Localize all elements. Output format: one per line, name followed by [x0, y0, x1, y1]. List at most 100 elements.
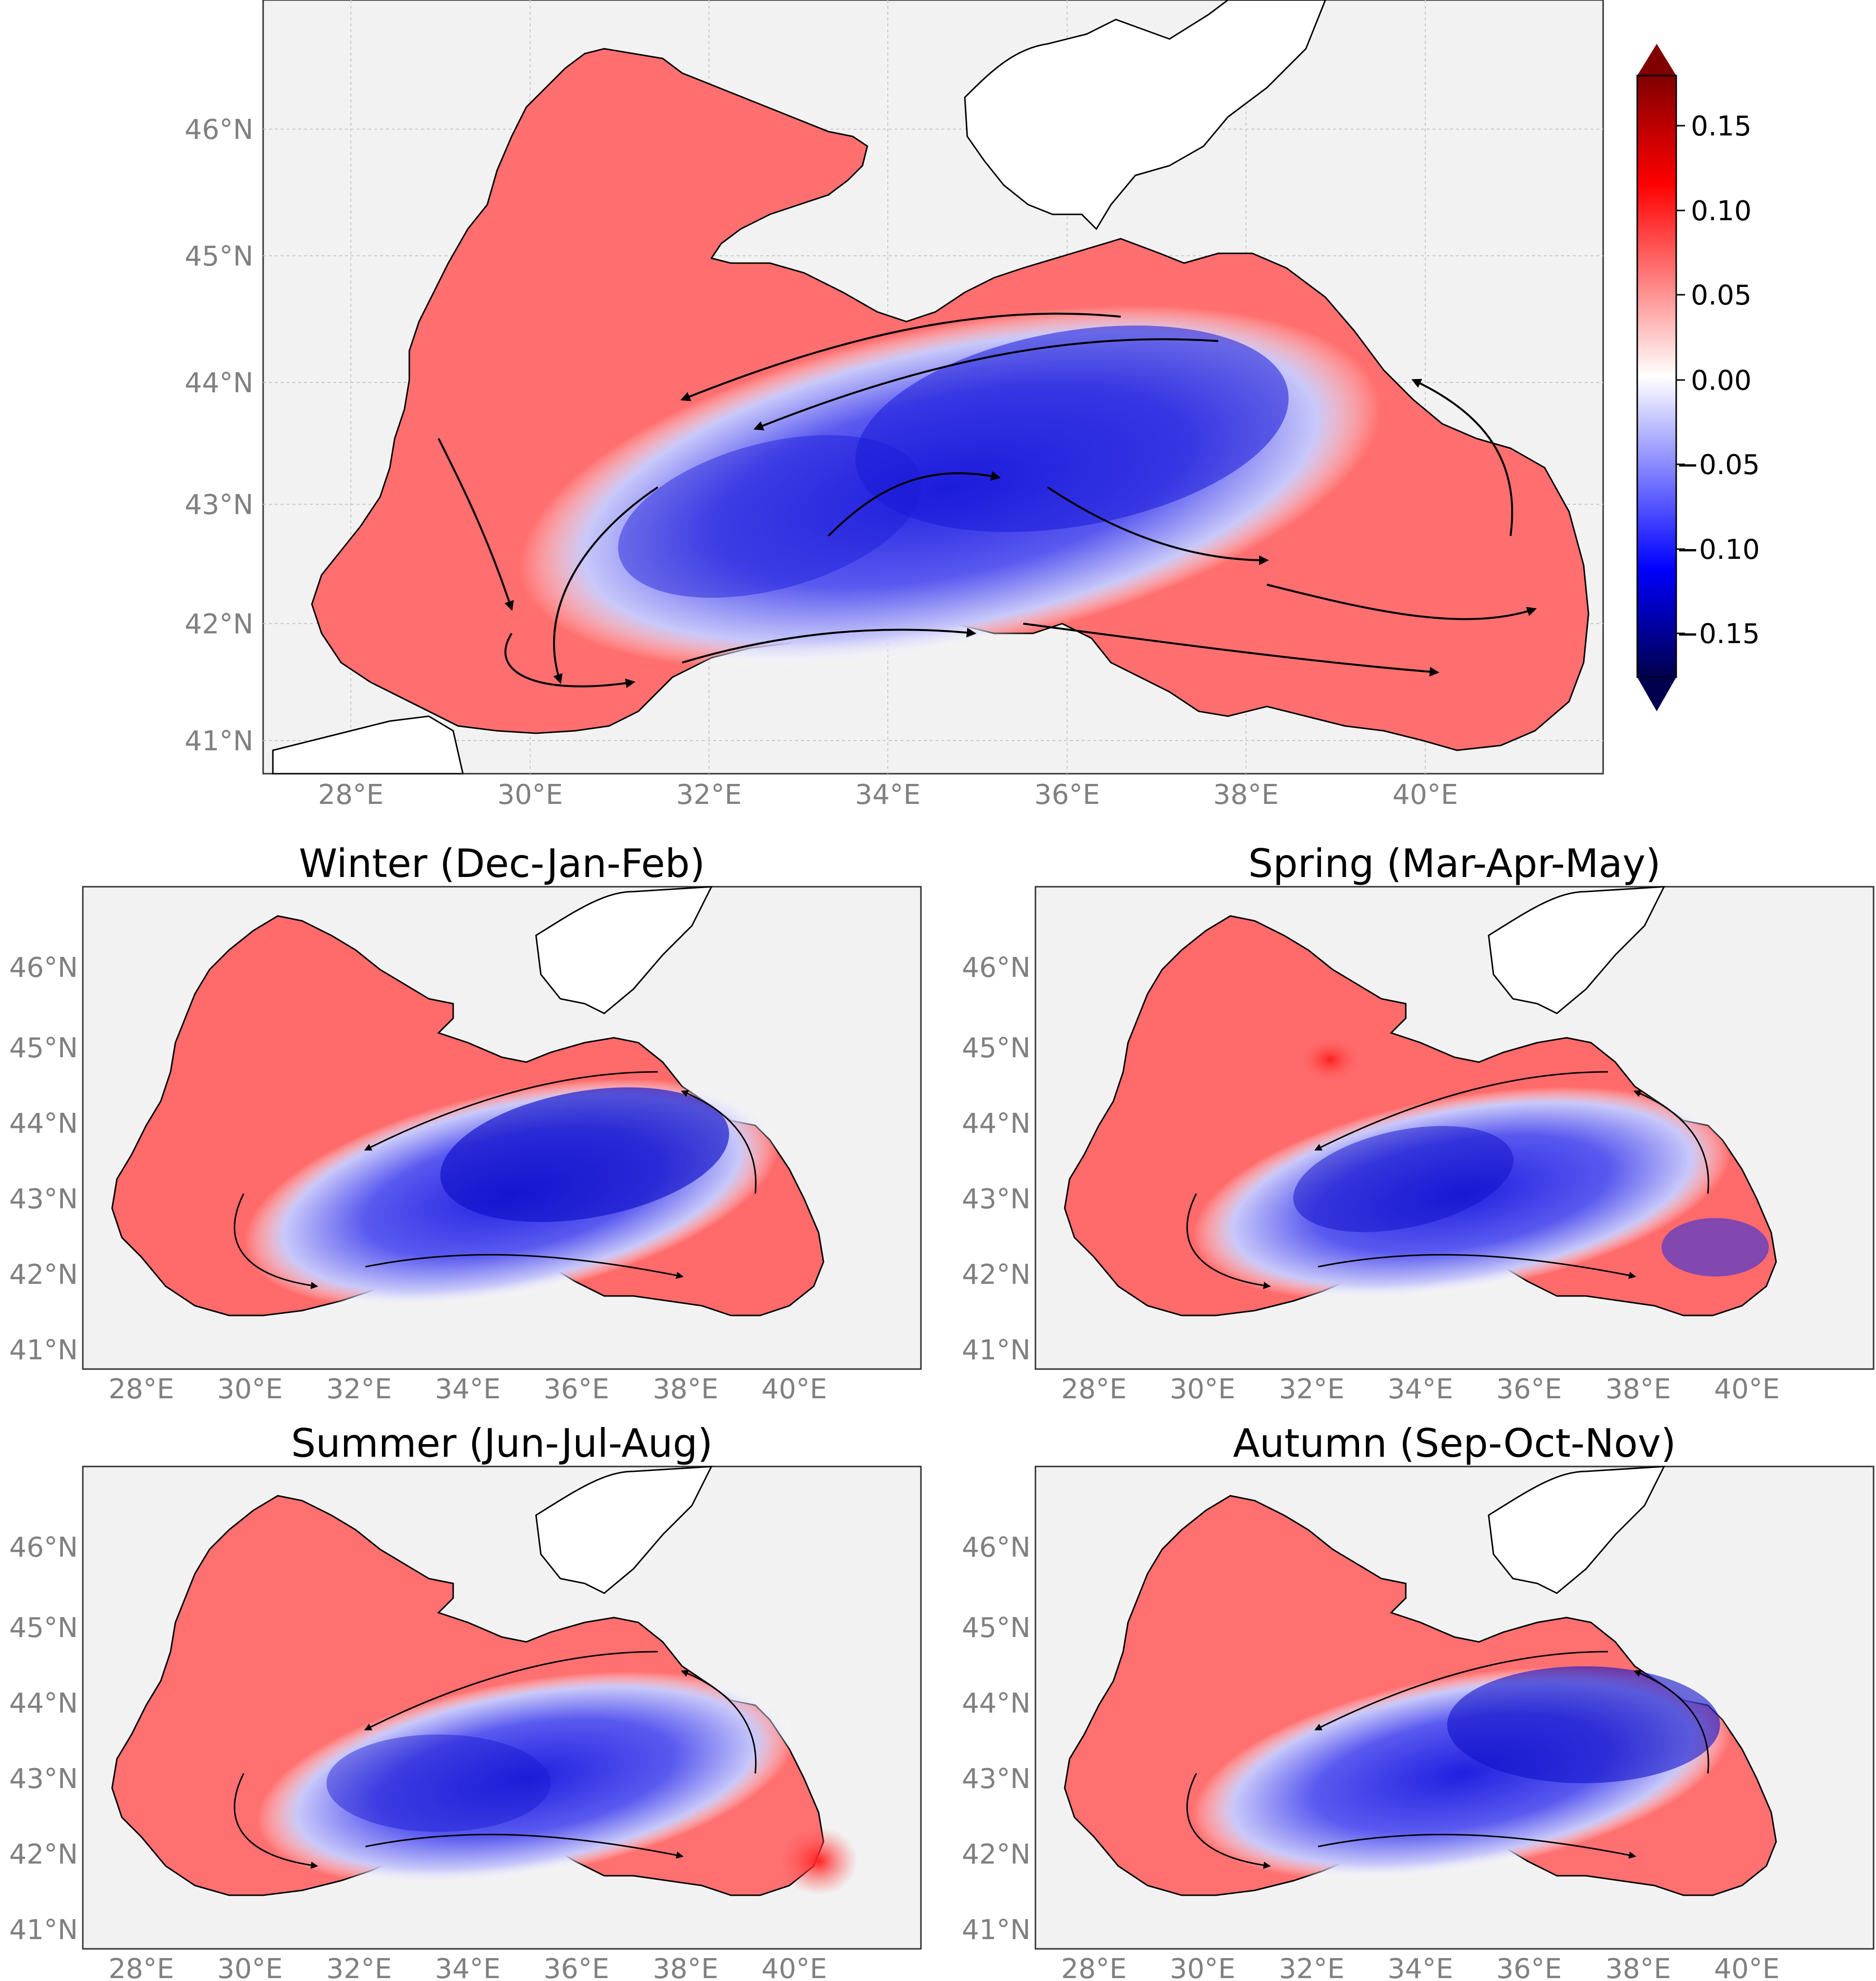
lon-label: 32°E [676, 779, 742, 811]
annual-lon-labels: 28°E 30°E 32°E 34°E 36°E 38°E 40°E [318, 779, 1458, 811]
lat-label: 45°N [9, 1032, 78, 1064]
lon-label: 28°E [109, 1953, 174, 1981]
lon-label: 40°E [1393, 779, 1458, 811]
current-vectors [233, 1071, 757, 1289]
lon-label: 32°E [1279, 1953, 1345, 1981]
colorbar-extend-min [1637, 677, 1676, 711]
lat-label: 42°N [9, 1839, 78, 1870]
lat-label: 46°N [9, 952, 78, 984]
lat-label: 43°N [185, 489, 253, 521]
current-vectors [438, 312, 1537, 688]
lat-label: 42°N [9, 1259, 78, 1291]
lon-label: 34°E [435, 1373, 501, 1405]
lat-label: 41°N [962, 1334, 1031, 1366]
panel-spring: Spring (Mar-Apr-May) 28°E 30°E 32°E 34°E… [962, 841, 1875, 1405]
current-vectors [233, 1651, 757, 1869]
panel-autumn: Autumn (Sep-Oct-Nov) 28°E 30°E 32°E 34°E… [962, 1421, 1875, 1981]
lon-label: 36°E [544, 1953, 610, 1981]
lat-label: 46°N [962, 952, 1031, 984]
summer-lon-labels: 28°E 30°E 32°E 34°E 36°E 38°E 40°E [109, 1953, 827, 1981]
lat-label: 44°N [185, 367, 253, 399]
lon-label: 28°E [1061, 1953, 1127, 1981]
bosphorus-land [272, 715, 464, 775]
lon-label: 30°E [1170, 1953, 1236, 1981]
lon-label: 38°E [1213, 779, 1279, 811]
lon-label: 40°E [762, 1373, 827, 1405]
crimea-land [964, 0, 1326, 230]
lat-label: 43°N [9, 1763, 78, 1795]
panel-title-spring: Spring (Mar-Apr-May) [1248, 841, 1661, 886]
annual-lat-labels: 41°N 42°N 43°N 44°N 45°N 46°N [185, 114, 253, 757]
lon-label: 34°E [855, 779, 921, 811]
lon-label: 30°E [217, 1953, 283, 1981]
lat-label: 41°N [962, 1914, 1031, 1946]
lat-label: 43°N [962, 1183, 1031, 1215]
lon-label: 40°E [762, 1953, 827, 1981]
lat-label: 42°N [962, 1259, 1031, 1291]
colorbar-extend-max [1637, 44, 1676, 76]
lat-label: 42°N [962, 1839, 1031, 1870]
colorbar-tick-label: 0.10 [1691, 195, 1752, 227]
current-vectors [1186, 1651, 1709, 1869]
lon-label: 28°E [109, 1373, 174, 1405]
colorbar: 0.15 0.10 0.05 0.00 −0.05 −0.10 −0.15 [1636, 44, 1760, 711]
lon-label: 38°E [1606, 1373, 1671, 1405]
lat-label: 41°N [9, 1914, 78, 1946]
lon-label: 40°E [1714, 1953, 1780, 1981]
lat-label: 46°N [962, 1532, 1031, 1563]
panel-annual: 28°E 30°E 32°E 34°E 36°E 38°E 40°E 41°N … [185, 0, 1604, 811]
spring-lon-labels: 28°E 30°E 32°E 34°E 36°E 38°E 40°E [1061, 1373, 1780, 1405]
lon-label: 32°E [326, 1373, 392, 1405]
lat-label: 46°N [9, 1532, 78, 1563]
lat-label: 45°N [9, 1612, 78, 1644]
panel-summer: Summer (Jun-Jul-Aug) 28°E 30°E 32°E 34°E… [9, 1421, 922, 1981]
lon-label: 32°E [1279, 1373, 1345, 1405]
lat-label: 45°N [962, 1032, 1031, 1064]
lat-label: 46°N [185, 114, 253, 146]
lat-label: 44°N [962, 1688, 1031, 1719]
lat-label: 44°N [9, 1688, 78, 1719]
lon-label: 36°E [544, 1373, 610, 1405]
summer-lat-labels: 41°N 42°N 43°N 44°N 45°N 46°N [9, 1532, 78, 1946]
lon-label: 28°E [1061, 1373, 1127, 1405]
colorbar-tick-label: −0.05 [1676, 449, 1760, 481]
lat-label: 42°N [185, 609, 253, 640]
lon-label: 34°E [435, 1953, 501, 1981]
lat-label: 44°N [962, 1108, 1031, 1140]
panel-title-winter: Winter (Dec-Jan-Feb) [299, 841, 705, 886]
lat-label: 43°N [962, 1763, 1031, 1795]
lon-label: 38°E [1606, 1953, 1671, 1981]
lon-label: 30°E [217, 1373, 283, 1405]
colorbar-tick-label: 0.00 [1691, 365, 1752, 397]
colorbar-bar [1636, 75, 1677, 678]
lon-label: 30°E [1170, 1373, 1236, 1405]
current-vectors [1186, 1071, 1709, 1289]
lon-label: 28°E [318, 779, 384, 811]
autumn-lat-labels: 41°N 42°N 43°N 44°N 45°N 46°N [962, 1532, 1031, 1946]
lon-label: 30°E [498, 779, 563, 811]
panel-winter: Winter (Dec-Jan-Feb) 28°E 30°E 32°E 34°E… [9, 841, 922, 1405]
winter-lat-labels: 41°N 42°N 43°N 44°N 45°N 46°N [9, 952, 78, 1366]
colorbar-tick-label: 0.05 [1691, 280, 1752, 311]
lon-label: 34°E [1388, 1373, 1454, 1405]
lon-label: 36°E [1034, 779, 1100, 811]
spring-lat-labels: 41°N 42°N 43°N 44°N 45°N 46°N [962, 952, 1031, 1366]
lat-label: 44°N [9, 1108, 78, 1140]
winter-lon-labels: 28°E 30°E 32°E 34°E 36°E 38°E 40°E [109, 1373, 827, 1405]
colorbar-tick-label: −0.10 [1676, 534, 1760, 566]
lat-label: 45°N [185, 241, 253, 272]
lon-label: 32°E [326, 1953, 392, 1981]
lon-label: 36°E [1496, 1953, 1562, 1981]
panel-title-autumn: Autumn (Sep-Oct-Nov) [1233, 1421, 1676, 1466]
lon-label: 34°E [1388, 1953, 1454, 1981]
lon-label: 40°E [1714, 1373, 1780, 1405]
lat-label: 43°N [9, 1183, 78, 1215]
lon-label: 36°E [1496, 1373, 1562, 1405]
lat-label: 41°N [9, 1334, 78, 1366]
lat-label: 45°N [962, 1612, 1031, 1644]
autumn-lon-labels: 28°E 30°E 32°E 34°E 36°E 38°E 40°E [1061, 1953, 1780, 1981]
colorbar-tick-label: 0.15 [1691, 111, 1752, 142]
lon-label: 38°E [653, 1373, 719, 1405]
panel-title-summer: Summer (Jun-Jul-Aug) [291, 1421, 712, 1466]
